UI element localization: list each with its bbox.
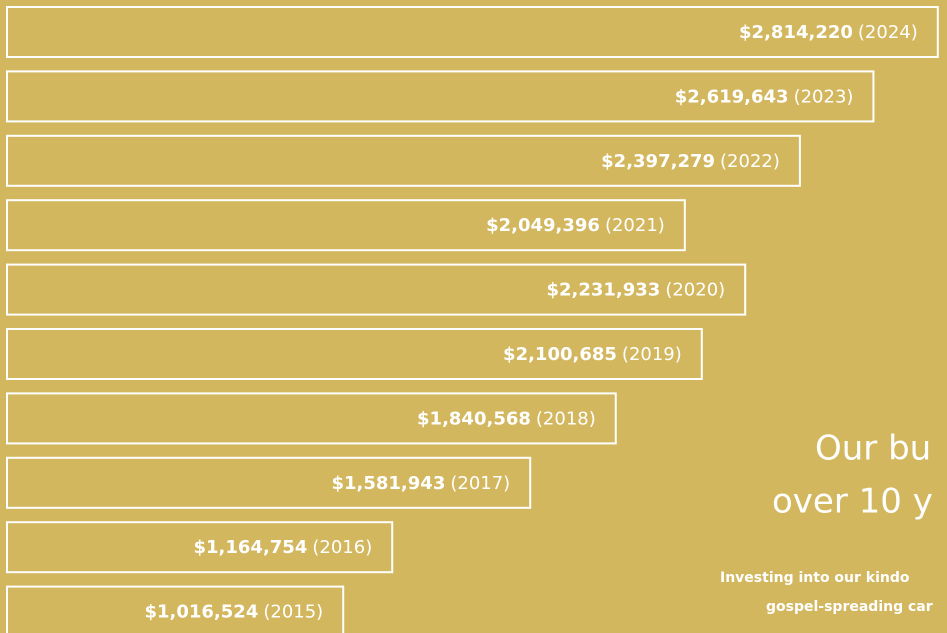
bar-label: $2,619,643 (2023) — [675, 86, 854, 107]
category-label: (2023) — [794, 86, 854, 107]
bar — [6, 521, 394, 574]
category-label: (2017) — [450, 473, 510, 494]
bar — [6, 199, 686, 252]
bar — [6, 585, 345, 633]
subtext-line: gospel-spreading car — [766, 599, 933, 615]
bar — [6, 6, 939, 58]
bar — [6, 392, 617, 445]
category-label: (2022) — [720, 151, 780, 172]
category-label: (2024) — [858, 22, 918, 43]
bar-label: $2,100,685 (2019) — [503, 344, 682, 365]
value-label: $1,581,943 — [331, 473, 445, 494]
value-label: $2,100,685 — [503, 344, 617, 365]
subtext-line: Investing into our kindo — [720, 570, 910, 586]
bar-label: $1,164,754 (2016) — [193, 537, 372, 558]
bar-label: $2,814,220 (2024) — [739, 22, 918, 43]
value-label: $2,049,396 — [486, 215, 600, 236]
bar — [6, 328, 703, 380]
category-label: (2021) — [605, 215, 665, 236]
bar-label: $2,231,933 (2020) — [546, 280, 725, 301]
value-label: $2,619,643 — [675, 86, 789, 107]
category-label: (2020) — [665, 280, 725, 301]
heading-line: over 10 y — [772, 482, 933, 522]
value-label: $1,840,568 — [417, 408, 531, 429]
bar-label: $2,397,279 (2022) — [601, 151, 780, 172]
bar-label: $1,016,524 (2015) — [144, 602, 323, 623]
bar-label: $1,840,568 (2018) — [417, 408, 596, 429]
bar — [6, 456, 532, 509]
bar — [6, 70, 875, 123]
value-label: $1,164,754 — [193, 537, 307, 558]
value-label: $2,814,220 — [739, 22, 853, 43]
value-label: $2,397,279 — [601, 151, 715, 172]
value-label: $1,016,524 — [144, 602, 258, 623]
value-label: $2,231,933 — [546, 280, 660, 301]
bar-label: $2,049,396 (2021) — [486, 215, 665, 236]
category-label: (2019) — [622, 344, 682, 365]
bar-label: $1,581,943 (2017) — [331, 473, 510, 494]
category-label: (2015) — [263, 602, 323, 623]
category-label: (2016) — [312, 537, 372, 558]
heading-line: Our bu — [815, 429, 931, 469]
bar — [6, 134, 801, 187]
bar — [6, 263, 747, 316]
category-label: (2018) — [536, 408, 596, 429]
